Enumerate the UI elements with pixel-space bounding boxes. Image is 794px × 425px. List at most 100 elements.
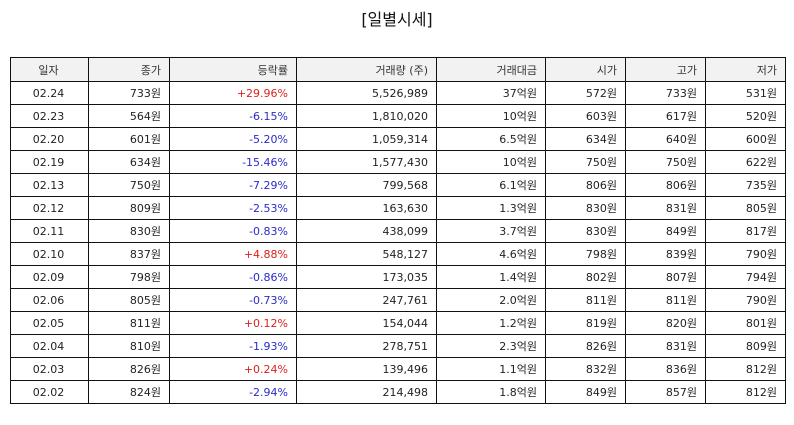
cell-change: +29.96% <box>169 81 297 105</box>
cell-change: -7.29% <box>169 173 297 197</box>
cell-open: 830원 <box>545 196 626 220</box>
cell-open: 806원 <box>545 173 626 197</box>
cell-close: 809원 <box>88 196 170 220</box>
cell-low: 622원 <box>705 150 786 174</box>
cell-low: 817원 <box>705 219 786 243</box>
cell-date: 02.09 <box>10 265 89 289</box>
cell-close: 634원 <box>88 150 170 174</box>
cell-close: 811원 <box>88 311 170 335</box>
cell-low: 520원 <box>705 104 786 128</box>
cell-amount: 1.8억원 <box>436 380 546 404</box>
cell-low: 801원 <box>705 311 786 335</box>
cell-low: 790원 <box>705 288 786 312</box>
cell-date: 02.05 <box>10 311 89 335</box>
table-row: 02.10 837원 +4.88% 548,127 4.6억원 798원 839원 790원 <box>10 242 786 266</box>
cell-volume: 1,577,430 <box>296 150 437 174</box>
cell-low: 600원 <box>705 127 786 151</box>
table-row: 02.20 601원 -5.20% 1,059,314 6.5억원 634원 640원 600… <box>10 127 786 151</box>
page-title: [일별시세] <box>361 10 433 29</box>
cell-amount: 6.5억원 <box>436 127 546 151</box>
cell-close: 601원 <box>88 127 170 151</box>
cell-open: 819원 <box>545 311 626 335</box>
cell-date: 02.04 <box>10 334 89 358</box>
cell-date: 02.06 <box>10 288 89 312</box>
cell-high: 820원 <box>625 311 706 335</box>
cell-high: 849원 <box>625 219 706 243</box>
col-header-volume: 거래량 (주) <box>296 57 437 82</box>
cell-amount: 37억원 <box>436 81 546 105</box>
cell-volume: 214,498 <box>296 380 437 404</box>
cell-open: 798원 <box>545 242 626 266</box>
cell-high: 857원 <box>625 380 706 404</box>
cell-date: 02.23 <box>10 104 89 128</box>
cell-open: 811원 <box>545 288 626 312</box>
table-row: 02.05 811원 +0.12% 154,044 1.2억원 819원 820원 801원 <box>10 311 786 335</box>
cell-close: 824원 <box>88 380 170 404</box>
cell-low: 812원 <box>705 357 786 381</box>
table-row: 02.23 564원 -6.15% 1,810,020 10억원 603원 617원 520원 <box>10 104 786 128</box>
cell-change: -2.53% <box>169 196 297 220</box>
cell-low: 812원 <box>705 380 786 404</box>
daily-price-table: 일자 종가 등락률 거래량 (주) 거래대금 시가 고가 저가 02.24 733… <box>10 57 786 404</box>
col-header-open: 시가 <box>545 57 626 82</box>
table-row: 02.09 798원 -0.86% 173,035 1.4억원 802원 807원 794원 <box>10 265 786 289</box>
cell-volume: 438,099 <box>296 219 437 243</box>
cell-change: +0.24% <box>169 357 297 381</box>
cell-high: 836원 <box>625 357 706 381</box>
table-header-row: 일자 종가 등락률 거래량 (주) 거래대금 시가 고가 저가 <box>10 57 786 82</box>
table-row: 02.04 810원 -1.93% 278,751 2.3억원 826원 831원 809원 <box>10 334 786 358</box>
cell-volume: 139,496 <box>296 357 437 381</box>
table-row: 02.02 824원 -2.94% 214,498 1.8억원 849원 857원 812원 <box>10 380 786 404</box>
cell-high: 806원 <box>625 173 706 197</box>
cell-date: 02.19 <box>10 150 89 174</box>
cell-close: 805원 <box>88 288 170 312</box>
cell-volume: 173,035 <box>296 265 437 289</box>
cell-amount: 3.7억원 <box>436 219 546 243</box>
cell-close: 798원 <box>88 265 170 289</box>
cell-open: 603원 <box>545 104 626 128</box>
cell-amount: 1.1억원 <box>436 357 546 381</box>
col-header-change: 등락률 <box>169 57 297 82</box>
cell-close: 830원 <box>88 219 170 243</box>
cell-volume: 154,044 <box>296 311 437 335</box>
col-header-amount: 거래대금 <box>436 57 546 82</box>
cell-amount: 6.1억원 <box>436 173 546 197</box>
cell-amount: 10억원 <box>436 150 546 174</box>
cell-low: 790원 <box>705 242 786 266</box>
col-header-date: 일자 <box>10 57 89 82</box>
col-header-close: 종가 <box>88 57 170 82</box>
cell-open: 634원 <box>545 127 626 151</box>
cell-volume: 163,630 <box>296 196 437 220</box>
cell-date: 02.13 <box>10 173 89 197</box>
cell-change: -2.94% <box>169 380 297 404</box>
col-header-low: 저가 <box>705 57 786 82</box>
cell-close: 733원 <box>88 81 170 105</box>
table-row: 02.03 826원 +0.24% 139,496 1.1억원 832원 836원 812원 <box>10 357 786 381</box>
table-row: 02.13 750원 -7.29% 799,568 6.1억원 806원 806원 735원 <box>10 173 786 197</box>
cell-change: -5.20% <box>169 127 297 151</box>
cell-low: 735원 <box>705 173 786 197</box>
cell-volume: 548,127 <box>296 242 437 266</box>
table-row: 02.12 809원 -2.53% 163,630 1.3억원 830원 831원 805원 <box>10 196 786 220</box>
cell-change: +0.12% <box>169 311 297 335</box>
cell-change: -0.86% <box>169 265 297 289</box>
cell-change: +4.88% <box>169 242 297 266</box>
cell-close: 810원 <box>88 334 170 358</box>
cell-volume: 799,568 <box>296 173 437 197</box>
cell-low: 805원 <box>705 196 786 220</box>
cell-high: 640원 <box>625 127 706 151</box>
cell-high: 617원 <box>625 104 706 128</box>
cell-high: 750원 <box>625 150 706 174</box>
cell-change: -15.46% <box>169 150 297 174</box>
table-row: 02.06 805원 -0.73% 247,761 2.0억원 811원 811원 790원 <box>10 288 786 312</box>
cell-amount: 4.6억원 <box>436 242 546 266</box>
cell-close: 826원 <box>88 357 170 381</box>
cell-volume: 1,810,020 <box>296 104 437 128</box>
cell-close: 564원 <box>88 104 170 128</box>
cell-volume: 278,751 <box>296 334 437 358</box>
col-header-high: 고가 <box>625 57 706 82</box>
cell-high: 733원 <box>625 81 706 105</box>
cell-amount: 2.3억원 <box>436 334 546 358</box>
cell-date: 02.24 <box>10 81 89 105</box>
cell-high: 807원 <box>625 265 706 289</box>
